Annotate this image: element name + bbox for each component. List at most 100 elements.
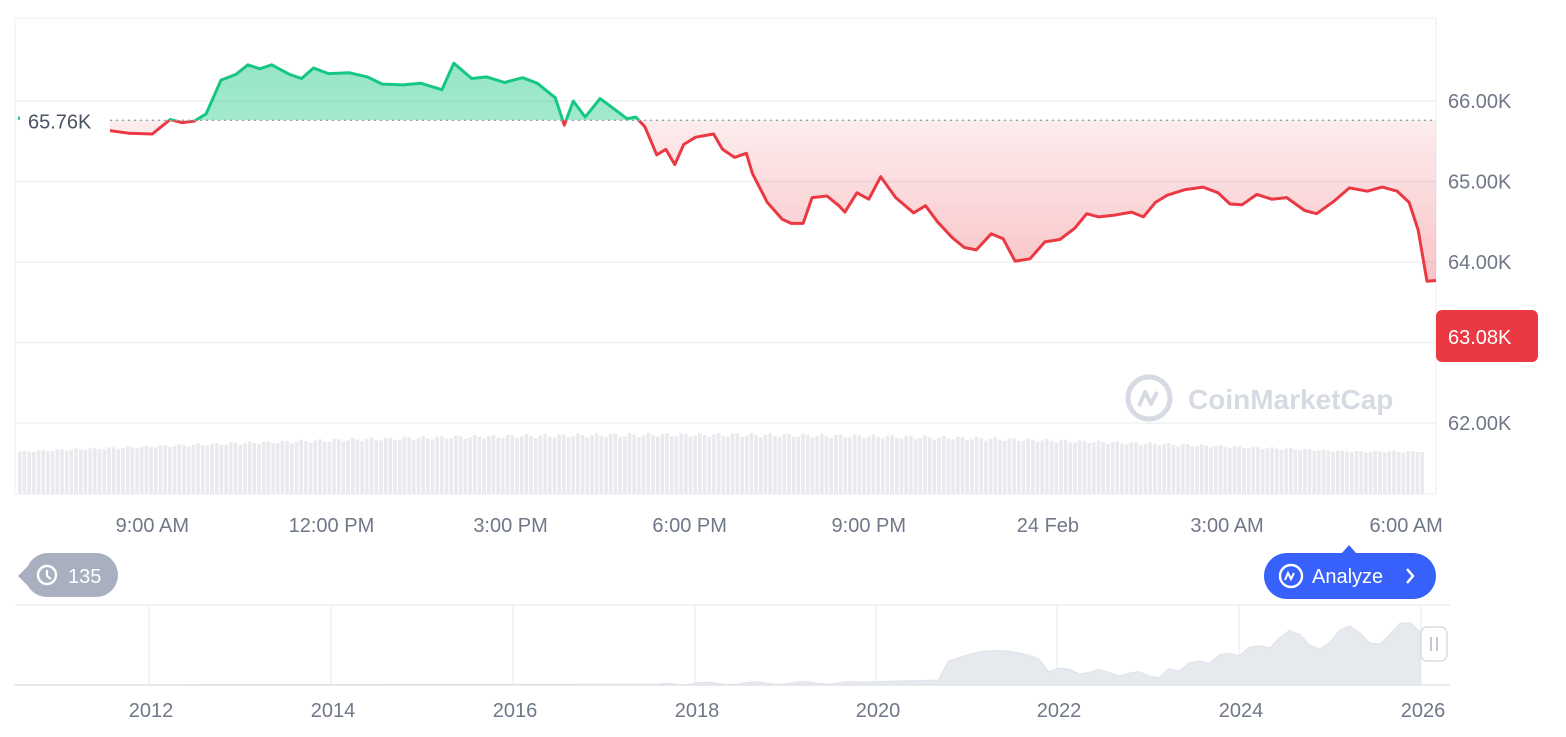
- price-point: [1097, 216, 1099, 218]
- history-icon: [36, 564, 58, 586]
- range-navigator[interactable]: 2012 2014 2016 2018 2020 2022 2024 2026: [14, 604, 1450, 722]
- price-point: [894, 196, 896, 198]
- price-point: [712, 133, 714, 135]
- price-point: [1333, 200, 1335, 202]
- price-point: [1217, 192, 1219, 194]
- volume-bar: [1303, 448, 1307, 494]
- price-point: [205, 113, 207, 115]
- volume-bar: [186, 446, 191, 494]
- volume-bar: [913, 438, 918, 494]
- navigator-x-label: 2024: [1219, 700, 1264, 722]
- volume-bar: [1106, 443, 1110, 494]
- price-point: [1303, 209, 1305, 211]
- volume-bar: [214, 443, 219, 494]
- price-point: [721, 148, 723, 150]
- price-point: [674, 163, 676, 165]
- chevron-right-icon: [1406, 568, 1415, 584]
- x-tick-label: 24 Feb: [1017, 515, 1079, 537]
- analyze-button[interactable]: Analyze: [1264, 545, 1436, 599]
- price-point: [471, 77, 473, 79]
- price-point: [656, 154, 658, 156]
- volume-bar: [243, 443, 247, 494]
- volume-bar: [144, 445, 149, 494]
- volume-bar: [843, 437, 848, 494]
- volume-bar: [1171, 445, 1176, 494]
- volume-bar: [1293, 449, 1298, 494]
- volume-bar: [1181, 444, 1185, 494]
- volume-bar: [773, 436, 777, 494]
- volume-bar: [1284, 448, 1288, 494]
- volume-bar: [191, 444, 196, 494]
- price-point: [1417, 229, 1419, 231]
- volume-bar: [200, 445, 205, 494]
- volume-bar: [651, 435, 655, 494]
- price-point: [572, 100, 574, 102]
- volume-bar: [707, 436, 712, 494]
- volume-bar: [655, 436, 660, 494]
- price-point: [838, 204, 840, 206]
- price-point: [1381, 186, 1383, 188]
- price-point: [402, 84, 404, 86]
- price-line-up: [17, 61, 641, 121]
- volume-bar: [1204, 445, 1209, 494]
- volume-bar: [838, 434, 843, 494]
- baseline-label-bg: [20, 104, 110, 137]
- price-point: [1059, 238, 1061, 240]
- volume-bar: [895, 437, 899, 494]
- volume-bar: [510, 435, 515, 494]
- volume-bar: [1223, 446, 1227, 494]
- volume-bar: [923, 435, 927, 494]
- volume-bar: [623, 436, 627, 494]
- volume-bar: [777, 437, 782, 494]
- volume-bar: [1298, 450, 1302, 494]
- volume-bar: [519, 436, 524, 494]
- price-point: [856, 192, 858, 194]
- price-point: [936, 221, 938, 223]
- price-point: [584, 116, 586, 118]
- volume-bar: [604, 437, 608, 494]
- price-point: [181, 122, 183, 124]
- volume-bar: [1190, 446, 1195, 494]
- volume-bar: [1157, 445, 1162, 494]
- volume-bar: [862, 438, 866, 494]
- volume-bar: [988, 438, 993, 494]
- history-button[interactable]: 135: [18, 553, 118, 598]
- volume-bar: [318, 439, 322, 494]
- volume-bar: [1021, 440, 1026, 494]
- volume-bar: [458, 436, 463, 494]
- y-tick-label: 65.00K: [1448, 172, 1512, 194]
- volume-bar: [866, 436, 871, 494]
- volume-bar: [1176, 446, 1181, 494]
- price-point: [554, 97, 556, 99]
- volume-bar: [562, 434, 566, 494]
- y-tick-label: 66.00K: [1448, 91, 1512, 113]
- volume-bar: [290, 443, 294, 494]
- volume-bar: [557, 434, 561, 494]
- volume-bar: [613, 433, 618, 494]
- volume-bar: [149, 447, 153, 494]
- volume-bar: [1007, 438, 1012, 494]
- volume-bar: [1274, 448, 1279, 494]
- price-point: [963, 246, 965, 248]
- volume-bar: [327, 441, 332, 494]
- volume-bar: [763, 434, 768, 494]
- volume-bar: [693, 435, 697, 494]
- volume-bar: [927, 437, 932, 494]
- watermark-text: CoinMarketCap: [1188, 384, 1393, 415]
- volume-bar: [683, 433, 688, 494]
- volume-bar: [946, 438, 951, 494]
- price-point: [1241, 204, 1243, 206]
- volume-bar: [1218, 445, 1223, 494]
- volume-bar: [121, 447, 125, 494]
- volume-bar: [669, 436, 674, 494]
- price-point: [1271, 198, 1273, 200]
- volume-bar: [796, 436, 801, 494]
- volume-bar: [177, 444, 182, 494]
- navigator-handle[interactable]: [1420, 626, 1448, 662]
- volume-bar: [468, 437, 472, 494]
- volume-bar: [754, 434, 758, 494]
- navigator-x-label: 2014: [311, 700, 356, 722]
- volume-bar: [402, 436, 407, 494]
- volume-bar: [932, 439, 937, 494]
